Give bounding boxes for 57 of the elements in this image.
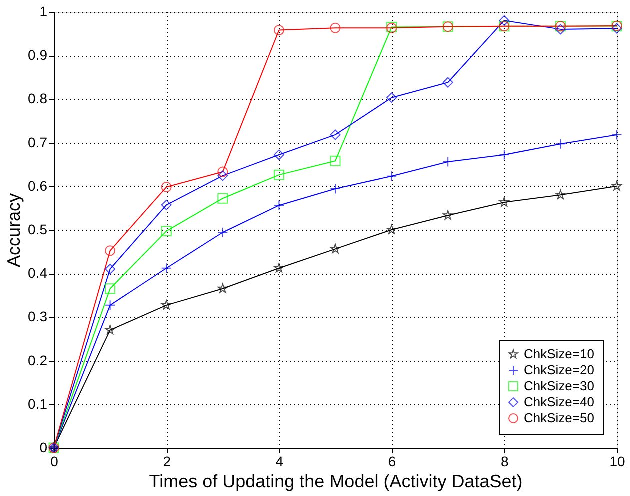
point — [274, 263, 284, 273]
legend-label: ChkSize=10 — [524, 346, 594, 362]
point — [330, 244, 341, 254]
x-tick-label: 2 — [163, 454, 172, 470]
point — [274, 200, 284, 211]
point — [161, 182, 172, 193]
point — [274, 25, 284, 36]
point — [218, 193, 228, 204]
y-tick-label: 0.9 — [28, 47, 48, 64]
x-tick-label: 0 — [50, 454, 59, 470]
y-tick-label: 0 — [40, 440, 48, 456]
point — [105, 300, 116, 311]
point — [105, 264, 116, 274]
point — [556, 190, 566, 200]
point — [330, 130, 341, 140]
point — [330, 22, 341, 34]
legend-label: ChkSize=20 — [524, 362, 594, 378]
y-tick-label: 0.4 — [28, 265, 48, 282]
y-tick-label: 0.5 — [28, 222, 48, 238]
point — [499, 197, 510, 207]
y-tick-label: 0.8 — [28, 90, 48, 107]
point — [443, 210, 454, 220]
legend-label: ChkSize=40 — [524, 394, 594, 410]
point — [386, 224, 397, 234]
x-tick-label: 10 — [610, 454, 626, 470]
x-tick-label: 8 — [501, 454, 509, 470]
x-tick-label: 6 — [388, 454, 396, 470]
y-axis-title: Accuracy — [4, 193, 24, 268]
y-tick-label: 0.3 — [28, 308, 48, 325]
point — [161, 263, 172, 274]
y-tick-label: 1 — [40, 4, 48, 20]
x-axis-title: Times of Updating the Model (Activity DataSet) — [149, 472, 523, 492]
point — [105, 284, 116, 294]
point — [612, 181, 622, 191]
point — [274, 150, 284, 160]
x-tick-label: 4 — [276, 454, 284, 470]
point — [162, 300, 172, 310]
point — [218, 284, 228, 294]
point — [218, 227, 228, 238]
y-tick-label: 0.7 — [28, 134, 48, 150]
point — [161, 226, 172, 237]
point — [274, 170, 284, 180]
y-tick-label: 0.2 — [28, 352, 48, 368]
y-tick-label: 0.6 — [28, 178, 48, 194]
point — [555, 24, 566, 35]
legend-label: ChkSize=50 — [524, 410, 594, 426]
point — [105, 246, 116, 256]
point — [218, 170, 228, 182]
y-tick-label: 0.1 — [28, 396, 48, 412]
point — [442, 77, 454, 88]
point — [386, 92, 398, 104]
point — [161, 200, 172, 210]
legend-label: ChkSize=30 — [524, 378, 594, 394]
point — [499, 15, 510, 26]
point — [330, 156, 341, 166]
point — [218, 166, 228, 178]
point — [105, 325, 116, 335]
